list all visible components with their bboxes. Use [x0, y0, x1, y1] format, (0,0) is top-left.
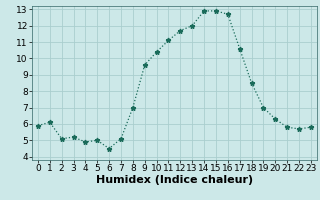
X-axis label: Humidex (Indice chaleur): Humidex (Indice chaleur) [96, 175, 253, 185]
